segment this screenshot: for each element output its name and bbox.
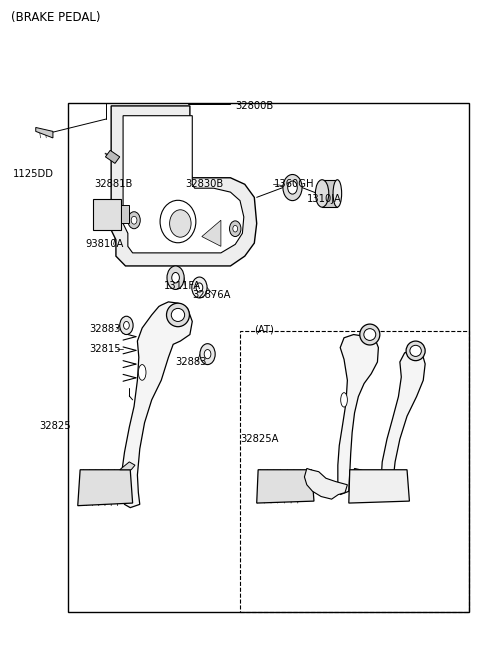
Ellipse shape: [171, 308, 185, 321]
Polygon shape: [120, 462, 135, 470]
Ellipse shape: [333, 180, 342, 207]
Circle shape: [283, 174, 302, 201]
Bar: [240, 331, 469, 612]
Circle shape: [128, 212, 140, 229]
Polygon shape: [304, 468, 348, 499]
Circle shape: [196, 283, 203, 292]
Ellipse shape: [169, 210, 191, 237]
Circle shape: [200, 344, 215, 365]
Ellipse shape: [364, 329, 376, 340]
Polygon shape: [257, 470, 314, 503]
Text: 1311FA: 1311FA: [164, 281, 201, 291]
Ellipse shape: [406, 341, 425, 361]
Polygon shape: [106, 150, 120, 163]
Circle shape: [172, 272, 180, 283]
Polygon shape: [381, 348, 425, 495]
Text: 93810A: 93810A: [85, 239, 123, 249]
Bar: [120, 205, 129, 224]
Text: 1310JA: 1310JA: [307, 194, 342, 204]
Text: 32815: 32815: [90, 344, 121, 354]
Circle shape: [233, 226, 238, 232]
Polygon shape: [352, 468, 393, 498]
Ellipse shape: [138, 365, 146, 380]
Polygon shape: [78, 470, 132, 506]
Text: (AT): (AT): [254, 324, 274, 335]
Text: 32825A: 32825A: [240, 434, 278, 444]
Circle shape: [288, 181, 297, 194]
Text: 32800B: 32800B: [235, 101, 274, 111]
Text: 32883: 32883: [90, 324, 121, 335]
Polygon shape: [349, 470, 409, 503]
Circle shape: [120, 316, 133, 335]
Polygon shape: [123, 115, 244, 253]
Polygon shape: [338, 333, 378, 495]
Circle shape: [229, 221, 241, 237]
Ellipse shape: [360, 324, 380, 345]
Ellipse shape: [167, 303, 190, 327]
Text: 32881B: 32881B: [95, 179, 133, 190]
Polygon shape: [111, 106, 257, 266]
Ellipse shape: [315, 180, 329, 207]
Ellipse shape: [410, 345, 421, 356]
Text: 32876A: 32876A: [192, 291, 231, 300]
Polygon shape: [121, 302, 192, 508]
Polygon shape: [202, 220, 221, 247]
Circle shape: [131, 216, 137, 224]
Bar: [322, 180, 337, 207]
Text: 32883: 32883: [176, 357, 207, 367]
Text: 1125DD: 1125DD: [13, 169, 54, 180]
Bar: [93, 199, 120, 230]
Text: 1360GH: 1360GH: [274, 179, 314, 190]
Circle shape: [167, 266, 184, 289]
Text: (BRAKE PEDAL): (BRAKE PEDAL): [11, 11, 100, 24]
Text: 32830B: 32830B: [185, 179, 223, 190]
Polygon shape: [36, 127, 53, 138]
Ellipse shape: [160, 200, 196, 243]
Ellipse shape: [341, 393, 348, 407]
Circle shape: [204, 350, 211, 359]
Circle shape: [192, 277, 207, 298]
Text: 32825: 32825: [39, 421, 71, 431]
Circle shape: [123, 321, 129, 329]
Bar: [68, 102, 469, 612]
